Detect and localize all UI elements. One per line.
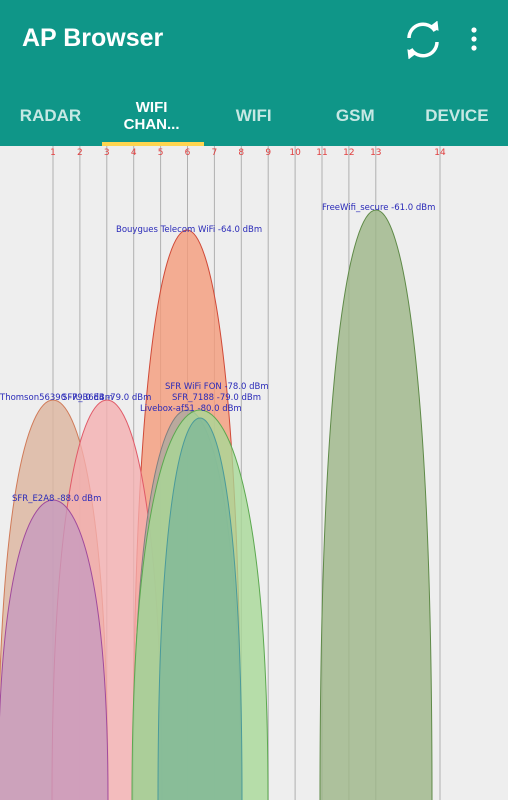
network-curve [0, 499, 109, 800]
refresh-icon[interactable] [407, 20, 439, 60]
toolbar-icons [407, 20, 477, 60]
channel-label: 1 [50, 148, 56, 158]
network-label: Bouygues Telecom WiFi -64.0 dBm [116, 225, 262, 235]
channel-label: 13 [370, 148, 381, 158]
menu-icon[interactable] [471, 27, 477, 51]
network-label: FreeWifi_secure -61.0 dBm [322, 203, 435, 213]
network-label: SFR WiFi FON -78.0 dBm [165, 382, 269, 392]
tab-indicator [102, 142, 204, 146]
app-title: AP Browser [22, 24, 164, 52]
channel-label: 14 [434, 148, 446, 158]
channel-label: 5 [158, 148, 164, 158]
channel-label: 7 [212, 148, 218, 158]
channel-label: 3 [104, 148, 110, 158]
tab[interactable]: GSM [335, 105, 375, 125]
network-label: Livebox-af51 -80.0 dBm [140, 404, 242, 414]
channel-label: 6 [185, 148, 191, 158]
channel-label: 11 [316, 148, 327, 158]
network-label: SFR_B6E4 -79.0 dBm [62, 393, 151, 403]
channel-label: 12 [343, 148, 354, 158]
tab[interactable]: RADAR [19, 105, 82, 125]
network-label: Thomson56390 -79.0 dBm [0, 393, 113, 403]
channel-label: 2 [77, 148, 83, 158]
network-label: SFR_E2A8 -88.0 dBm [12, 494, 101, 504]
app-bar: AP Browser RADAR WIFI CHAN... WIFI GSM DEVIC… [0, 0, 508, 146]
tab[interactable]: DEVICE [425, 105, 489, 125]
tab[interactable]: WIFI [235, 105, 272, 125]
network-curve [157, 417, 243, 800]
network-curve [319, 209, 433, 800]
tab[interactable]: WIFI CHAN... [123, 98, 180, 133]
channel-label: 9 [265, 148, 271, 158]
channel-label: 8 [238, 148, 244, 158]
channel-label: 10 [289, 148, 301, 158]
channel-label: 4 [131, 148, 137, 158]
network-label: SFR_7188 -79.0 dBm [172, 393, 261, 403]
